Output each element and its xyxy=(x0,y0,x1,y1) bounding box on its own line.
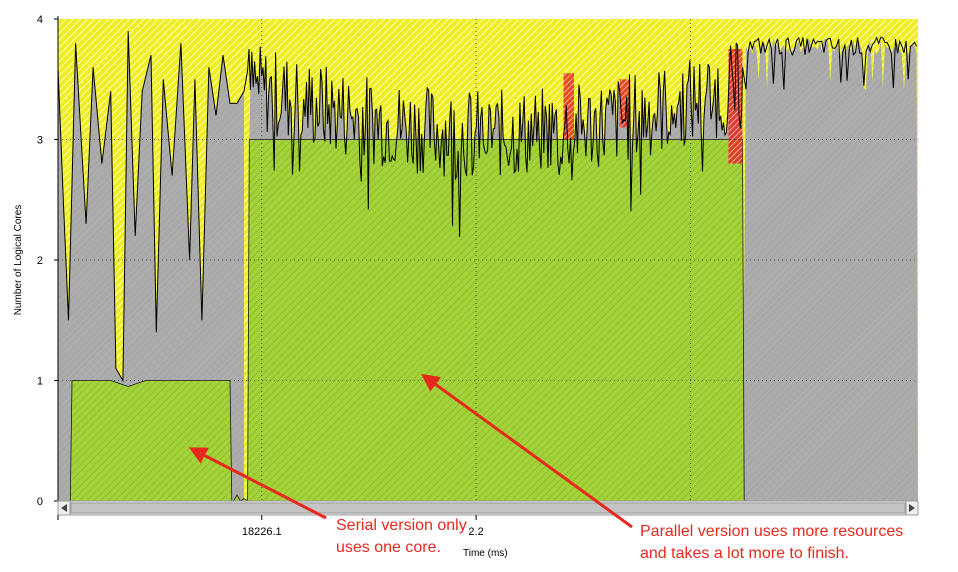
grid-lines xyxy=(58,19,918,501)
y-tick-label-1: 1 xyxy=(37,376,43,388)
utilization-areas xyxy=(58,31,918,502)
y-tick-label-4: 4 xyxy=(37,14,43,26)
red-area-patch-0 xyxy=(563,73,574,140)
scroll-right-arrow-icon xyxy=(909,504,915,512)
y-axis-title: Number of Logical Cores xyxy=(13,205,24,316)
parallel-annotation-line-2: and takes a lot more to finish. xyxy=(640,545,849,562)
serial-annotation-line-1: Serial version only xyxy=(336,517,467,534)
serial-annotation-line-2: uses one core. xyxy=(336,539,441,556)
gray-area-band-parallel xyxy=(249,42,743,140)
parallel-annotation-line-1: Parallel version uses more resources xyxy=(640,523,903,540)
y-axis-ticks: 0 1 2 3 4 xyxy=(37,14,58,508)
serial-annotation-arrow xyxy=(188,447,327,520)
scrollbar-thumb[interactable] xyxy=(70,502,906,514)
red-area-patch-2 xyxy=(728,49,743,164)
parallel-annotation-arrow xyxy=(421,373,633,529)
gray-area-segment-end xyxy=(742,37,918,502)
y-tick-label-3: 3 xyxy=(37,135,43,147)
x-axis-title: Time (ms) xyxy=(463,548,508,559)
y-tick-label-2: 2 xyxy=(37,255,43,267)
scroll-left-arrow-icon xyxy=(61,504,67,512)
x-tick-label-1: 2.2 xyxy=(468,526,483,538)
total-utilization-line xyxy=(57,31,918,383)
red-area-patch-1 xyxy=(619,79,631,128)
y-tick-label-0: 0 xyxy=(37,496,43,508)
horizontal-scrollbar[interactable] xyxy=(57,500,919,516)
x-tick-label-0: 18226.1 xyxy=(242,526,282,538)
x-axis-ticks: 18226.1 2.2 xyxy=(57,515,484,538)
